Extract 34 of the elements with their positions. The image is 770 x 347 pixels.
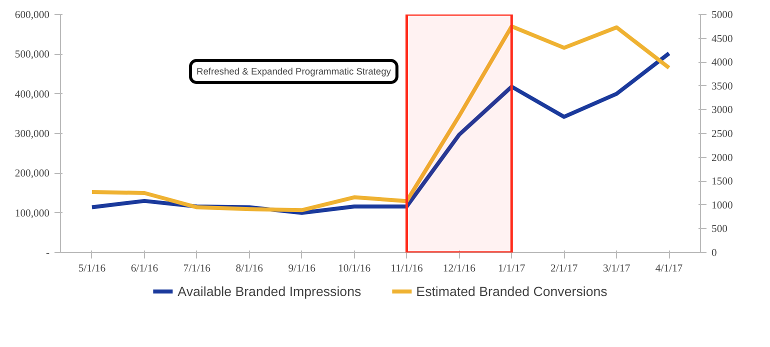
x-tick-label: 7/1/16 — [183, 264, 212, 274]
y2-tick-label: 0 — [712, 248, 717, 259]
y-tick-label: 300,000 — [14, 129, 50, 140]
y2-tick-label: 3500 — [712, 81, 733, 92]
line-series — [90, 24, 672, 212]
y-tick-label: 500,000 — [14, 50, 50, 61]
x-tick-label: 12/1/16 — [442, 264, 476, 274]
y-tick-label: 200,000 — [14, 168, 50, 180]
y2-tick-label: 2000 — [712, 152, 733, 164]
x-tick-label: 9/1/16 — [288, 264, 316, 274]
y2-tick-label: 4000 — [712, 58, 733, 69]
x-tick-label: 6/1/16 — [130, 264, 159, 274]
y-tick-label: - — [46, 248, 50, 259]
y2-tick-label: 3000 — [712, 105, 733, 116]
y-tick-label: 600,000 — [14, 10, 50, 21]
legend-label: Available Branded Impressions — [178, 284, 362, 298]
annotation: Refreshed & Expanded Programmatic Strategy — [196, 66, 392, 76]
y-tick-label: 400,000 — [14, 89, 50, 100]
y2-tick-label: 500 — [712, 224, 728, 236]
x-tick-label: 1/1/17 — [498, 264, 526, 274]
x-tick-label: 2/1/17 — [550, 264, 578, 274]
legend-label: Estimated Branded Conversions — [416, 284, 608, 298]
x-tick-label: 11/1/16 — [390, 264, 424, 274]
y2-tick-label: 1000 — [712, 200, 733, 212]
y2-tick-label: 2500 — [712, 129, 733, 140]
x-tick-label: 3/1/17 — [602, 264, 631, 274]
y2-tick-label: 5000 — [712, 10, 733, 21]
y2-tick-label: 4500 — [712, 34, 733, 45]
x-tick-label: 5/1/16 — [78, 264, 106, 274]
x-tick-label: 8/1/16 — [236, 264, 264, 274]
y-tick-label: 100,000 — [14, 208, 50, 220]
y2-tick-label: 1500 — [712, 176, 733, 188]
x-tick-label: 10/1/16 — [338, 264, 372, 274]
x-tick-label: 4/1/17 — [655, 264, 684, 274]
